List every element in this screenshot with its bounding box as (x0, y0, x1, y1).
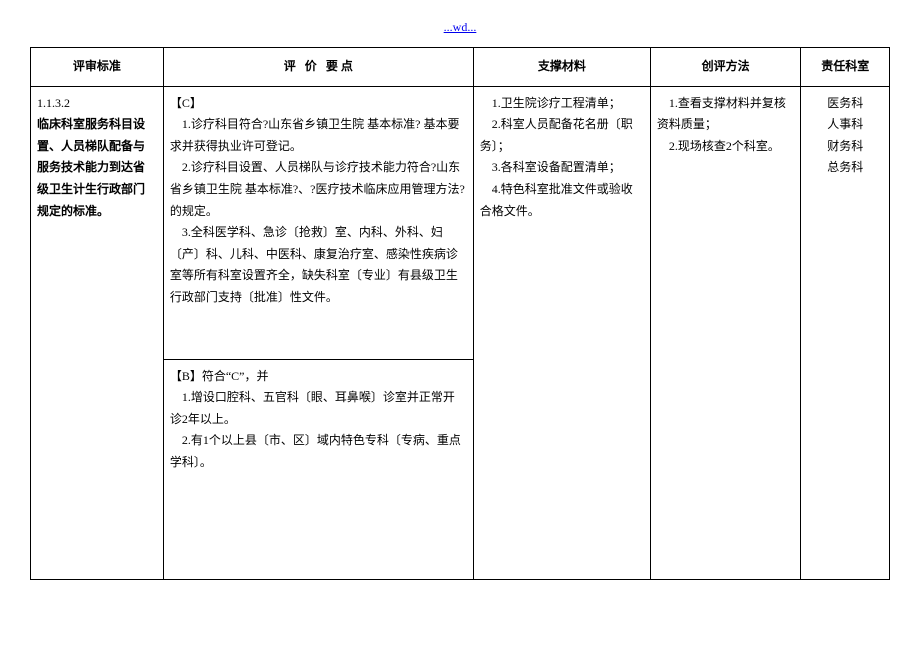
cell-method: 1.查看支撑材料并复核资料质量； 2.现场核查2个科室。 (650, 86, 801, 579)
col-evaluation: 评 价 要 点 (163, 48, 473, 87)
material-item: 1.卫生院诊疗工程清单； (480, 93, 644, 115)
eval-b-item: 1.增设口腔科、五官科〔眼、耳鼻喉〕诊室并正常开诊2年以上。 (170, 387, 467, 430)
dept-item: 人事科 (807, 114, 883, 136)
table-header-row: 评审标准 评 价 要 点 支撑材料 创评方法 责任科室 (31, 48, 890, 87)
eval-section-c: 【C】 1.诊疗科目符合?山东省乡镇卫生院 基本标准? 基本要求并获得执业许可登… (164, 87, 473, 360)
eval-section-b: 【B】符合“C”，并 1.增设口腔科、五官科〔眼、耳鼻喉〕诊室并正常开诊2年以上… (164, 360, 473, 480)
dept-item: 总务科 (807, 157, 883, 179)
eval-c-item: 1.诊疗科目符合?山东省乡镇卫生院 基本标准? 基本要求并获得执业许可登记。 (170, 114, 467, 157)
col-materials: 支撑材料 (473, 48, 650, 87)
col-dept: 责任科室 (801, 48, 890, 87)
eval-c-item: 3.全科医学科、急诊〔抢救〕室、内科、外科、妇〔产〕科、儿科、中医科、康复治疗室… (170, 222, 467, 308)
eval-c-item: 2.诊疗科目设置、人员梯队与诊疗技术能力符合?山东省乡镇卫生院 基本标准?、?医… (170, 157, 467, 222)
material-item: 3.各科室设备配置清单； (480, 157, 644, 179)
standard-code: 1.1.3.2 (37, 93, 157, 115)
material-item: 2.科室人员配备花名册〔职务〕； (480, 114, 644, 157)
cell-materials: 1.卫生院诊疗工程清单； 2.科室人员配备花名册〔职务〕； 3.各科室设备配置清… (473, 86, 650, 579)
col-standard: 评审标准 (31, 48, 164, 87)
header-link-text: ...wd... (444, 20, 477, 34)
table-row: 1.1.3.2 临床科室服务科目设置、人员梯队配备与服务技术能力到达省级卫生计生… (31, 86, 890, 579)
eval-b-tag: 【B】符合“C”，并 (170, 366, 467, 388)
dept-item: 医务科 (807, 93, 883, 115)
evaluation-table: 评审标准 评 价 要 点 支撑材料 创评方法 责任科室 1.1.3.2 临床科室… (30, 47, 890, 580)
cell-standard: 1.1.3.2 临床科室服务科目设置、人员梯队配备与服务技术能力到达省级卫生计生… (31, 86, 164, 579)
material-item: 4.特色科室批准文件或验收合格文件。 (480, 179, 644, 222)
standard-text: 临床科室服务科目设置、人员梯队配备与服务技术能力到达省级卫生计生行政部门规定的标… (37, 114, 157, 222)
eval-c-tag: 【C】 (170, 93, 467, 115)
col-method: 创评方法 (650, 48, 801, 87)
header-link: ...wd... (30, 20, 890, 35)
method-item: 2.现场核查2个科室。 (657, 136, 795, 158)
method-item: 1.查看支撑材料并复核资料质量； (657, 93, 795, 136)
eval-b-item: 2.有1个以上县〔市、区〕域内特色专科〔专病、重点学科〕。 (170, 430, 467, 473)
cell-dept: 医务科 人事科 财务科 总务科 (801, 86, 890, 579)
dept-item: 财务科 (807, 136, 883, 158)
cell-evaluation: 【C】 1.诊疗科目符合?山东省乡镇卫生院 基本标准? 基本要求并获得执业许可登… (163, 86, 473, 579)
